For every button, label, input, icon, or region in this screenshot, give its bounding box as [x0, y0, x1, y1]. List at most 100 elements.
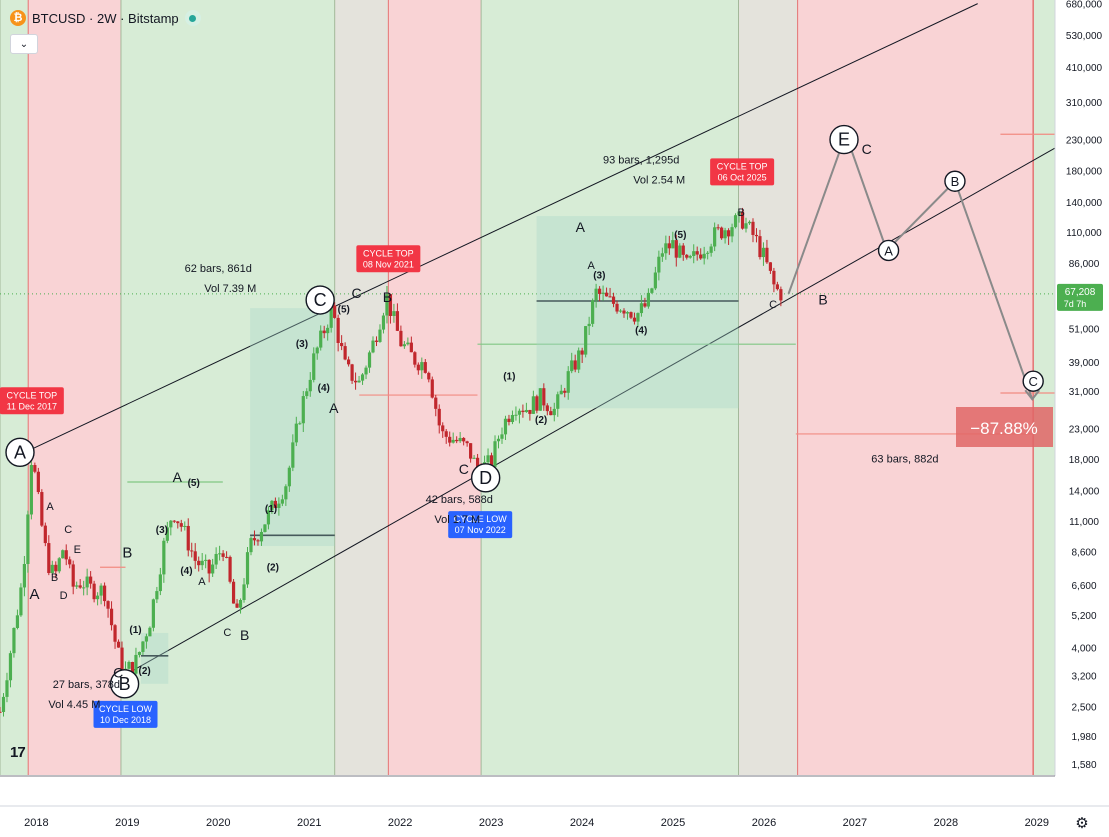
symbol-header[interactable]: ₿ BTCUSD · 2W · Bitstamp	[10, 8, 201, 28]
time-tick: 2024	[570, 817, 594, 829]
wave-number: (4)	[635, 326, 647, 337]
candle-body	[231, 581, 236, 604]
zone-bear	[797, 0, 1034, 775]
price-tick: 23,000	[1069, 424, 1100, 435]
wave-label-circled: C	[305, 285, 335, 315]
candle-body	[733, 215, 738, 228]
candle-body	[441, 425, 445, 432]
wave-label: D	[60, 590, 68, 602]
candle-body	[549, 411, 553, 416]
candle-body	[559, 390, 563, 395]
candle-body	[172, 520, 176, 522]
wave-number: (1)	[129, 625, 141, 636]
candle-body	[357, 380, 361, 383]
candle-body	[535, 396, 539, 411]
collapse-legend-button[interactable]: ⌄	[10, 34, 38, 54]
callout-title: CYCLE LOW	[99, 704, 153, 714]
gear-icon[interactable]: ⚙	[1075, 815, 1089, 832]
candle-body	[68, 559, 72, 565]
candle-body	[207, 559, 211, 574]
percent-box-bg	[956, 407, 1053, 447]
wave-label-circled: C	[1022, 370, 1044, 392]
candle-body	[726, 230, 731, 237]
callout-title: CYCLE TOP	[363, 248, 414, 258]
zone-neutral	[738, 0, 798, 775]
wave-label: B	[818, 292, 827, 308]
candle-body	[448, 436, 452, 443]
zone-bull	[120, 0, 335, 775]
candle-body	[333, 305, 337, 318]
candle-body	[765, 247, 769, 263]
candle-body	[277, 503, 281, 508]
percent-change-box: −87.88%	[956, 407, 1053, 447]
candle-body	[664, 243, 668, 254]
candle-body	[319, 330, 323, 348]
candle-body	[137, 651, 142, 655]
wave-label: B	[738, 207, 745, 219]
tradingview-logo[interactable]: 17	[10, 744, 26, 761]
candle-body	[158, 574, 162, 592]
current-price-label: 67,208	[1065, 287, 1096, 298]
candle-body	[214, 553, 218, 565]
candle-body	[169, 520, 173, 528]
price-tick: 86,000	[1069, 259, 1100, 270]
candle-body	[364, 367, 368, 375]
time-tick: 2019	[115, 817, 139, 829]
candle-body	[116, 641, 121, 648]
candle-body	[430, 379, 434, 398]
price-tick: 51,000	[1069, 324, 1100, 335]
candle-body	[674, 240, 678, 258]
wave-label: B	[122, 545, 132, 562]
candle-body	[650, 288, 654, 293]
candle-body	[496, 438, 501, 442]
market-status-icon[interactable]	[184, 10, 201, 26]
wave-label: C	[64, 524, 72, 536]
candle-body	[671, 240, 675, 249]
callout-date: 11 Dec 2017	[7, 401, 57, 411]
candle-body	[695, 251, 699, 255]
measure-volume: Vol 2.54 M	[633, 175, 685, 187]
wave-label: A	[198, 576, 206, 588]
candle-body	[381, 315, 386, 330]
candle-body	[772, 270, 776, 285]
candle-body	[744, 223, 748, 229]
candle-body	[713, 227, 717, 247]
candle-body	[218, 553, 222, 555]
candle-body	[611, 296, 616, 304]
wave-label: A	[576, 219, 586, 235]
candle-body	[472, 457, 476, 459]
wave-label: A	[884, 243, 893, 258]
symbol-title[interactable]: BTCUSD · 2W · Bitstamp	[32, 10, 179, 26]
candle-body	[186, 525, 190, 551]
candle-body	[89, 576, 93, 584]
candle-body	[399, 330, 403, 347]
bitcoin-icon: ₿	[10, 10, 26, 26]
cycle-zones	[0, 0, 1055, 775]
candle-body	[521, 410, 525, 413]
candle-body	[144, 636, 149, 642]
wave-label: C	[862, 141, 872, 157]
price-tick: 140,000	[1066, 198, 1103, 209]
candle-body	[556, 394, 560, 409]
candle-body	[639, 303, 644, 314]
candle-body	[402, 344, 406, 347]
candle-body	[92, 583, 96, 600]
candle-body	[273, 500, 277, 508]
candle-body	[685, 254, 689, 258]
price-tick: 680,000	[1066, 0, 1103, 11]
wave-number: (4)	[180, 566, 192, 577]
candle-body	[99, 585, 103, 596]
candle-body	[340, 343, 344, 347]
wave-label-circled: D	[470, 463, 501, 493]
candle-body	[423, 362, 427, 373]
candle-body	[127, 661, 131, 669]
candle-body	[709, 246, 713, 253]
candle-body	[12, 628, 16, 654]
candle-body	[646, 292, 651, 307]
candle-body	[716, 227, 720, 229]
callout-date: 08 Nov 2021	[363, 259, 414, 269]
candle-body	[151, 599, 155, 628]
